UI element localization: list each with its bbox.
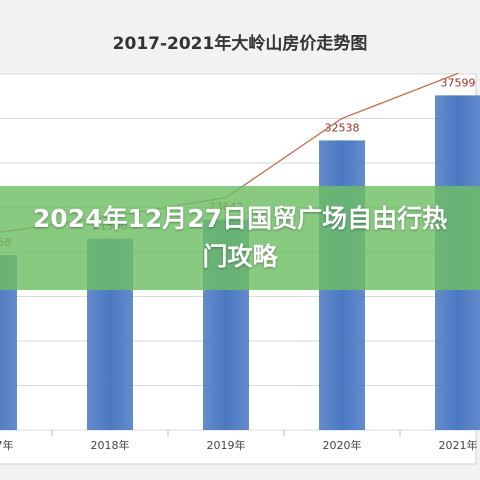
x-tick-label: 2021年 [439, 438, 478, 452]
value-label: 37599 [441, 76, 476, 89]
value-label: 32538 [325, 121, 360, 134]
banner-title: 2024年12月27日国贸广场自由行热门攻略 [32, 204, 448, 271]
x-tick-label: 2020年 [323, 438, 362, 452]
bar [0, 255, 17, 430]
x-tick-label: 2019年 [207, 438, 246, 452]
x-tick-label: 2017年 [0, 438, 14, 452]
banner: 2024年12月27日国贸广场自由行热门攻略 [0, 186, 480, 290]
chart-title: 2017-2021年大岭山房价走势图 [113, 33, 368, 54]
x-tick-label: 2018年 [91, 438, 130, 452]
